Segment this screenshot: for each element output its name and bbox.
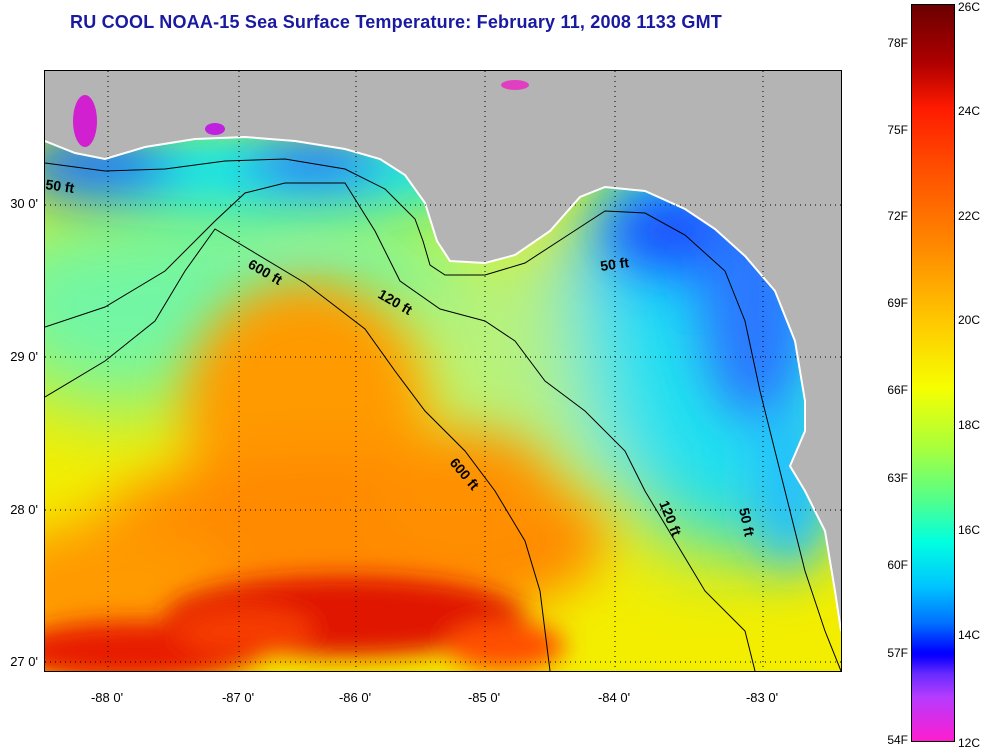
contour-label-50ft-west: 50 ft bbox=[45, 176, 76, 196]
contour-120ft-line bbox=[45, 182, 756, 671]
colorbar-label-69f: 69F bbox=[887, 296, 908, 310]
lon-label-87: -87 0' bbox=[221, 690, 255, 705]
colorbar-label-60f: 60F bbox=[887, 558, 908, 572]
temperature-colorbar bbox=[911, 4, 955, 742]
colorbar-label-20c: 20C bbox=[958, 313, 981, 327]
colorbar-label-22c: 22C bbox=[958, 209, 981, 223]
lon-label-86: -86 0' bbox=[338, 690, 372, 705]
lat-label-30: 30 0' bbox=[10, 196, 38, 211]
coastline bbox=[45, 135, 841, 632]
map-title: RU COOL NOAA-15 Sea Surface Temperature:… bbox=[70, 12, 722, 32]
colorbar-label-26c: 26C bbox=[958, 0, 981, 14]
lat-label-27: 27 0' bbox=[10, 654, 38, 669]
lat-label-28: 28 0' bbox=[10, 502, 38, 517]
sst-map-canvas: 50 ft 600 ft 120 ft 50 ft 600 ft 120 ft … bbox=[45, 71, 841, 671]
lon-label-84: -84 0' bbox=[597, 690, 631, 705]
lon-label-83: -83 0' bbox=[745, 690, 779, 705]
contour-label-50ft-south: 50 ft bbox=[736, 506, 758, 538]
colorbar-label-66f: 66F bbox=[887, 383, 908, 397]
colorbar-label-16c: 16C bbox=[958, 523, 981, 537]
contour-50ft-line bbox=[45, 158, 841, 671]
colorbar-label-78f: 78F bbox=[887, 36, 908, 50]
colorbar-label-75f: 75F bbox=[887, 123, 908, 137]
contour-label-50ft-east: 50 ft bbox=[599, 254, 630, 274]
depth-contours bbox=[45, 158, 841, 671]
colorbar-label-24c: 24C bbox=[958, 104, 981, 118]
bay-marker bbox=[205, 123, 225, 135]
contour-600ft-line bbox=[45, 228, 551, 671]
colorbar-label-57f: 57F bbox=[887, 646, 908, 660]
lon-label-85: -85 0' bbox=[467, 690, 501, 705]
lon-label-88: -88 0' bbox=[90, 690, 124, 705]
colorbar-label-12c: 12C bbox=[958, 736, 981, 750]
colorbar-label-54f: 54F bbox=[887, 733, 908, 747]
mobile-bay bbox=[73, 95, 97, 147]
colorbar-label-14c: 14C bbox=[958, 628, 981, 642]
colorbar-label-72f: 72F bbox=[887, 209, 908, 223]
graticule bbox=[45, 71, 841, 671]
lake-marker bbox=[501, 80, 529, 90]
colorbar-label-63f: 63F bbox=[887, 471, 908, 485]
sst-map: 50 ft 600 ft 120 ft 50 ft 600 ft 120 ft … bbox=[44, 70, 842, 672]
lat-label-29: 29 0' bbox=[10, 349, 38, 364]
sea-surface bbox=[45, 137, 841, 671]
colorbar-label-18c: 18C bbox=[958, 418, 981, 432]
